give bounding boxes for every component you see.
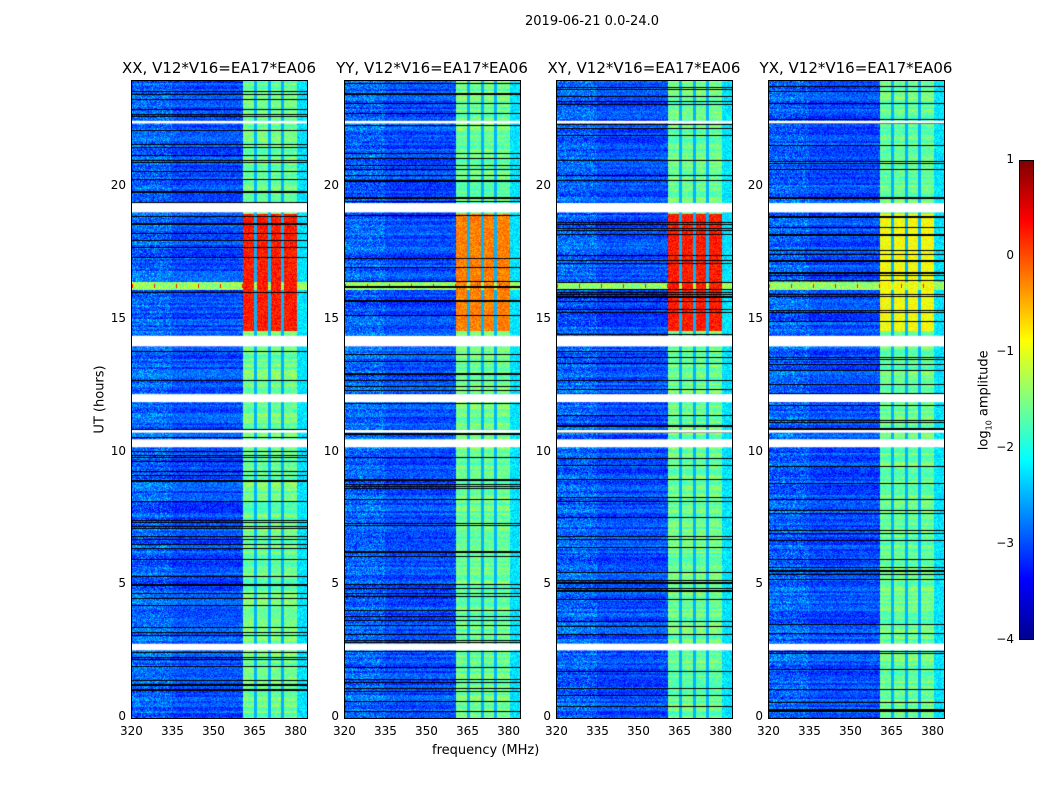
- y-tick-label: 15: [747, 310, 763, 325]
- y-tick-label: 0: [543, 709, 551, 723]
- figure-title: 2019-06-21 0.0-24.0: [525, 14, 659, 29]
- x-axis-label: frequency (MHz): [432, 743, 540, 758]
- panel-title: XX, V12*V16=EA17*EA06: [121, 59, 317, 77]
- x-tick-label: 335: [161, 724, 184, 738]
- x-tick-label: 350: [415, 724, 438, 738]
- x-tick-label: 380: [497, 724, 520, 738]
- spectrogram-panel: [344, 80, 521, 719]
- colorbar-tick-label: −1: [996, 344, 1014, 358]
- panel-title: YX, V12*V16=EA17*EA06: [759, 59, 953, 77]
- y-tick-label: 15: [535, 310, 551, 325]
- x-tick-label: 335: [374, 724, 397, 738]
- colorbar-label: log10 amplitude: [976, 350, 994, 451]
- x-tick-label: 365: [456, 724, 479, 738]
- colorbar-tick-label: 0: [1006, 248, 1014, 262]
- x-tick-label: 335: [798, 724, 821, 738]
- x-tick-label: 335: [586, 724, 609, 738]
- y-tick-label: 10: [110, 443, 126, 458]
- x-tick-label: 350: [202, 724, 225, 738]
- colorbar-tick-label: −2: [996, 440, 1014, 454]
- heatmap-image: [345, 81, 520, 718]
- y-tick-label: 5: [543, 576, 551, 591]
- spectrogram-panel: [768, 80, 945, 719]
- heatmap-image: [132, 81, 307, 718]
- x-tick-label: 380: [709, 724, 732, 738]
- x-tick-label: 380: [284, 724, 307, 738]
- panel-title: XY, V12*V16=EA17*EA06: [547, 59, 741, 77]
- x-tick-label: 365: [880, 724, 903, 738]
- y-tick-label: 20: [535, 178, 551, 193]
- colorbar-tick-label: −4: [996, 632, 1014, 646]
- x-tick-label: 320: [333, 724, 356, 738]
- y-tick-label: 15: [323, 310, 339, 325]
- y-tick-label: 10: [323, 443, 339, 458]
- y-tick-label: 5: [755, 576, 763, 591]
- y-tick-label: 20: [323, 178, 339, 193]
- y-tick-label: 10: [535, 443, 551, 458]
- x-tick-label: 320: [757, 724, 780, 738]
- panel-title: YY, V12*V16=EA17*EA06: [336, 59, 528, 77]
- heatmap-image: [769, 81, 944, 718]
- y-tick-label: 0: [118, 709, 126, 723]
- x-tick-label: 350: [627, 724, 650, 738]
- y-tick-label: 0: [331, 709, 339, 723]
- y-tick-label: 5: [331, 576, 339, 591]
- y-tick-label: 0: [755, 709, 763, 723]
- y-tick-label: 20: [110, 178, 126, 193]
- x-tick-label: 350: [839, 724, 862, 738]
- y-tick-label: 5: [118, 576, 126, 591]
- x-tick-label: 365: [668, 724, 691, 738]
- heatmap-image: [557, 81, 732, 718]
- x-tick-label: 320: [120, 724, 143, 738]
- colorbar-tick-label: −3: [996, 536, 1014, 550]
- y-axis-label: UT (hours): [92, 365, 108, 434]
- spectrogram-panel: [131, 80, 308, 719]
- y-tick-label: 15: [110, 310, 126, 325]
- colorbar: [1019, 160, 1034, 640]
- y-tick-label: 20: [747, 178, 763, 193]
- spectrogram-panel: [556, 80, 733, 719]
- x-tick-label: 320: [545, 724, 568, 738]
- x-tick-label: 365: [243, 724, 266, 738]
- colorbar-tick-label: 1: [1006, 152, 1014, 166]
- y-tick-label: 10: [747, 443, 763, 458]
- x-tick-label: 380: [921, 724, 944, 738]
